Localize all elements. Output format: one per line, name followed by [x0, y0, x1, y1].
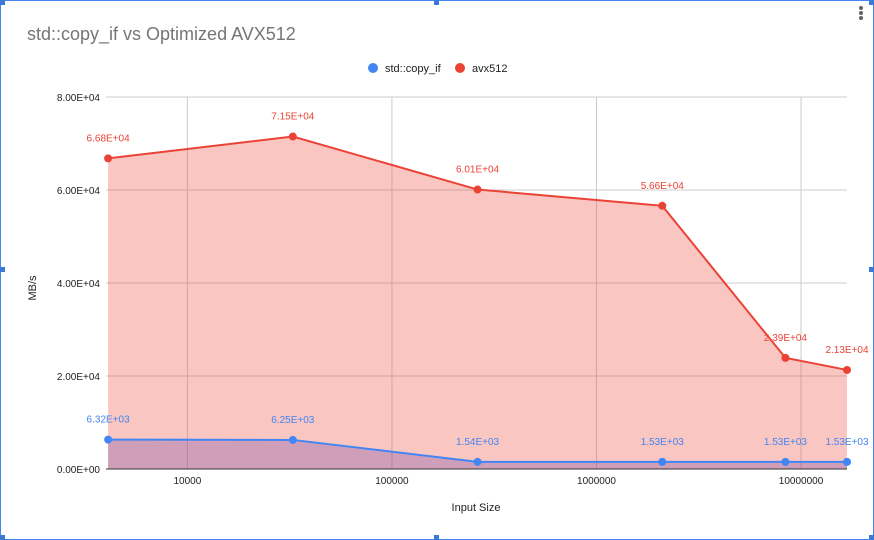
gridlines	[106, 96, 847, 469]
y-tick-label: 2.00E+04	[57, 372, 101, 383]
series-line-avx512	[107, 135, 848, 371]
y-tick-label: 6.00E+04	[57, 186, 101, 197]
y-tick-label: 4.00E+04	[57, 279, 101, 290]
resize-handle-middle-right[interactable]	[869, 267, 874, 272]
resize-handle-bottom-left[interactable]	[0, 535, 5, 540]
data-label: 2.39E+04	[764, 333, 808, 344]
resize-handle-top-center[interactable]	[434, 0, 439, 5]
data-label: 7.15E+04	[271, 112, 315, 123]
data-point	[288, 132, 297, 141]
resize-handle-top-right[interactable]	[869, 0, 874, 5]
data-label: 1.53E+03	[641, 437, 685, 448]
series-area-avx512	[108, 136, 847, 469]
data-label: 6.32E+03	[87, 415, 131, 426]
data-label: 6.01E+04	[456, 165, 500, 176]
data-label: 1.53E+03	[825, 437, 869, 448]
resize-handle-bottom-center[interactable]	[434, 535, 439, 540]
resize-handle-top-left[interactable]	[0, 0, 5, 5]
data-label: 6.68E+04	[87, 133, 131, 144]
data-point	[781, 353, 790, 362]
resize-handle-bottom-right[interactable]	[869, 535, 874, 540]
data-point	[781, 457, 790, 466]
legend: std::copy_if avx512	[368, 63, 507, 75]
y-axis-label: MB/s	[27, 275, 39, 301]
series-line-std-copy-if	[108, 438, 847, 463]
data-point	[288, 435, 297, 444]
legend-label: avx512	[472, 63, 507, 75]
y-tick-label: 8.00E+04	[57, 93, 101, 104]
legend-marker	[455, 63, 465, 73]
x-tick-label: 100000	[375, 476, 409, 487]
data-label: 5.66E+04	[641, 181, 685, 192]
data-point	[104, 154, 113, 163]
data-labels: 6.32E+03 6.25E+03 1.54E+03 1.53E+03 1.53E+03…	[87, 112, 869, 448]
data-label: 2.13E+04	[825, 345, 869, 356]
legend-marker	[368, 63, 378, 73]
data-point	[658, 457, 667, 466]
x-tick-label: 1000000	[577, 476, 616, 487]
series-areas	[108, 136, 847, 469]
data-point	[843, 365, 851, 374]
data-point	[843, 457, 851, 466]
data-point	[473, 457, 482, 466]
data-point	[473, 185, 482, 194]
data-label: 6.25E+03	[271, 415, 315, 426]
resize-handle-middle-left[interactable]	[0, 267, 5, 272]
series-points	[104, 132, 851, 466]
more-options-icon[interactable]	[856, 6, 866, 24]
x-axis-label: Input Size	[452, 502, 501, 514]
data-point	[104, 435, 113, 444]
x-tick-label: 10000	[173, 476, 201, 487]
data-point	[658, 201, 667, 210]
x-tick-label: 10000000	[779, 476, 824, 487]
axes: 0.00E+00 2.00E+04 4.00E+04 6.00E+04 8.00E+04…	[57, 93, 847, 487]
data-label: 1.53E+03	[764, 437, 808, 448]
y-tick-label: 0.00E+00	[57, 465, 101, 476]
data-label: 1.54E+03	[456, 437, 500, 448]
chart-title: std::copy_if vs Optimized AVX512	[27, 24, 296, 44]
legend-label: std::copy_if	[385, 63, 442, 75]
series-area-std-copy-if	[108, 439, 847, 469]
series-lines	[107, 135, 848, 463]
